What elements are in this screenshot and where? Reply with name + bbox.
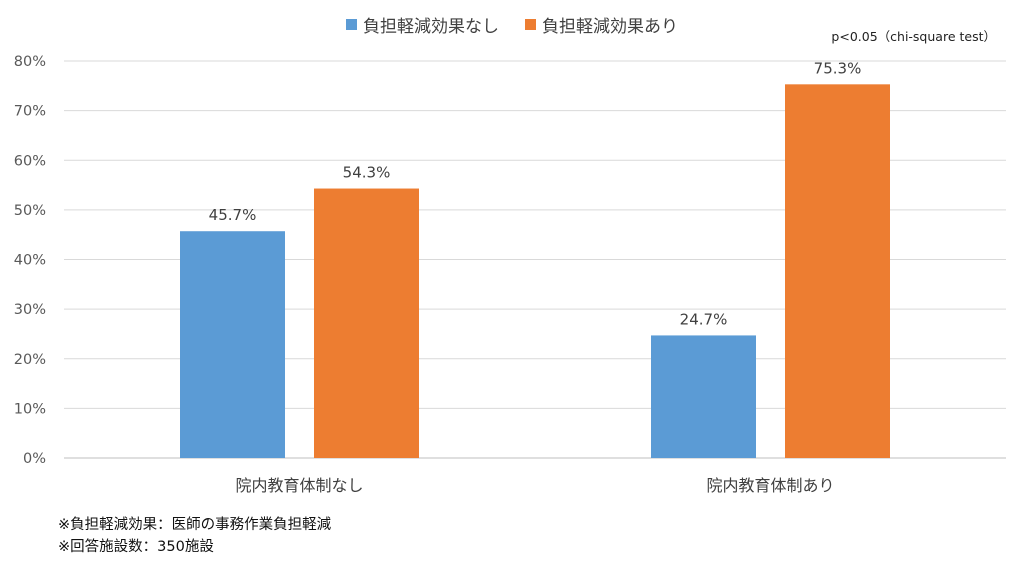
y-tick-label: 70% — [14, 104, 46, 120]
legend-label-series-1: 負担軽減効果あり — [542, 17, 678, 37]
legend: 負担軽減効果なし 負担軽減効果あり — [0, 12, 1024, 37]
x-category-label: 院内教育体制なし — [235, 476, 363, 495]
x-category-label: 院内教育体制あり — [706, 476, 834, 495]
footnote-definition: ※負担軽減効果：医師の事務作業負担軽減 — [58, 517, 332, 533]
y-tick-label: 30% — [14, 302, 46, 318]
y-tick-label: 0% — [23, 451, 46, 467]
y-tick-label: 60% — [14, 153, 46, 169]
y-tick-label: 10% — [14, 401, 46, 417]
legend-item-series-0: 負担軽減効果なし — [346, 12, 499, 37]
significance-annotation: p<0.05（chi-square test） — [831, 29, 996, 44]
y-tick-label: 50% — [14, 203, 46, 219]
y-tick-label: 20% — [14, 352, 46, 368]
legend-swatch-series-0 — [346, 19, 357, 30]
bar — [314, 188, 419, 458]
footnotes: ※負担軽減効果：医師の事務作業負担軽減 ※回答施設数：350施設 — [58, 514, 331, 558]
data-label: 45.7% — [209, 206, 257, 224]
bar — [180, 231, 285, 458]
footnote-sample-size: ※回答施設数：350施設 — [58, 539, 214, 555]
y-tick-label: 80% — [14, 54, 46, 70]
legend-item-series-1: 負担軽減効果あり — [525, 12, 678, 37]
legend-swatch-series-1 — [525, 19, 536, 30]
data-label: 75.3% — [814, 59, 862, 77]
data-label: 54.3% — [343, 164, 391, 182]
y-tick-label: 40% — [14, 253, 46, 269]
bar — [651, 335, 756, 458]
data-label: 24.7% — [680, 310, 728, 328]
legend-label-series-0: 負担軽減効果なし — [363, 17, 499, 37]
bar — [785, 84, 890, 458]
